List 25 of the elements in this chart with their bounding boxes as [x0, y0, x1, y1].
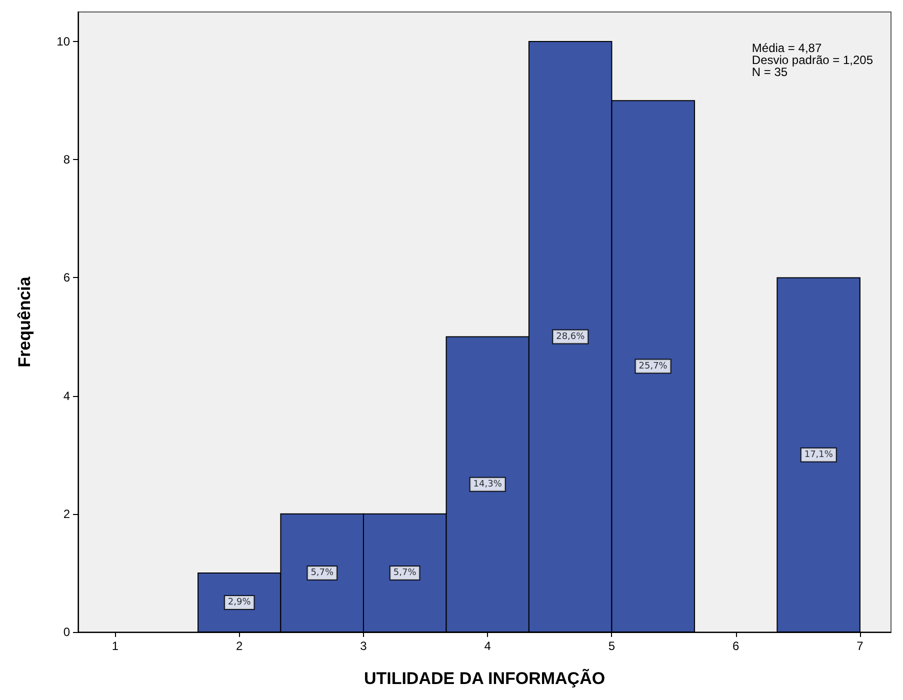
x-tick-label: 4 [484, 639, 492, 653]
annotation: 25,7% [638, 361, 668, 372]
annotation: 14,3% [473, 479, 502, 490]
annotation: 5,7% [310, 568, 334, 578]
y-tick-label: 4 [63, 388, 70, 403]
annotation: N = 35 [752, 65, 788, 79]
y-axis-title: Frequência [15, 276, 34, 368]
x-tick-label: 1 [112, 639, 119, 653]
y-tick-label: 2 [63, 506, 70, 521]
annotation: 2,9% [228, 597, 252, 608]
annotation: Desvio padrão = 1,205 [752, 53, 874, 67]
y-tick-label: 0 [63, 625, 70, 639]
y-tick-label: 6 [63, 270, 70, 285]
x-tick-label: 2 [236, 639, 244, 653]
annotation: Média = 4,87 [752, 41, 822, 55]
x-tick-label: 6 [732, 639, 740, 653]
annotation: 17,1% [804, 450, 834, 460]
annotation: 5,7% [393, 568, 417, 578]
x-tick-label: 7 [856, 639, 864, 653]
x-tick-label: 3 [360, 639, 368, 653]
x-tick-label: 5 [608, 639, 616, 653]
x-axis-title: UTILIDADE DA INFORMAÇÃO [364, 668, 606, 688]
annotation: 28,6% [556, 332, 586, 342]
y-tick-label: 8 [63, 152, 70, 167]
y-tick-label: 10 [56, 34, 70, 49]
